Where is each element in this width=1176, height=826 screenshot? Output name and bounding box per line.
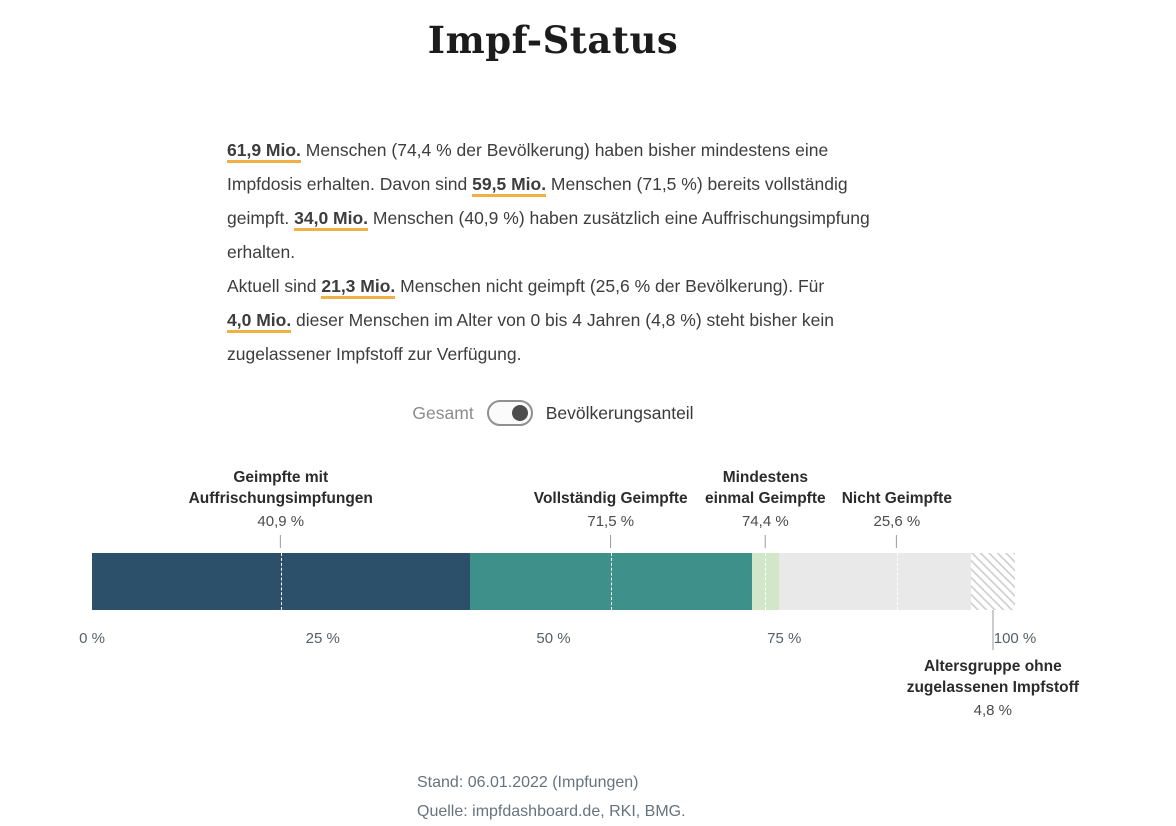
segment-name: Vollständig Geimpfte <box>533 490 688 507</box>
segment-name: Geimpfte mit <box>233 469 329 486</box>
segment-label: Geimpfte mit Auffrischungsimpfungen 40,9 % <box>189 467 373 548</box>
view-toggle-row: Gesamt Bevölkerungsanteil <box>0 400 1106 426</box>
highlighted-number: 61,9 Mio. <box>227 140 301 163</box>
segment-name: einmal Geimpfte <box>705 490 826 507</box>
axis-tick-label: 75 % <box>767 630 802 647</box>
highlighted-number: 4,0 Mio. <box>227 310 292 333</box>
chart-axis: 0 % 25 % 50 % 75 % 100 % <box>79 630 1036 650</box>
highlighted-number: 59,5 Mio. <box>472 174 547 197</box>
segment-tick-line <box>764 535 766 548</box>
toggle-switch[interactable] <box>486 400 533 426</box>
bar-segment[interactable] <box>751 553 779 610</box>
segment-name: Auffrischungsimpfungen <box>188 490 373 507</box>
annotation-label: Altersgruppe ohne zugelassenen Impfstoff 4… <box>907 656 1079 720</box>
segment-label: Nicht Geimpfte 25,6 % <box>842 488 952 548</box>
axis-tick-label: 50 % <box>536 630 571 647</box>
segment-midline <box>896 553 898 610</box>
highlighted-number: 34,0 Mio. <box>294 208 369 231</box>
intro-text-run: Menschen (71,5 %) bereits vollständig ge… <box>227 174 848 228</box>
segment-label: Mindestens einmal Geimpfte 74,4 % <box>705 467 826 548</box>
annotation-name: zugelassenen Impfstoff <box>906 679 1079 696</box>
segment-name: Nicht Geimpfte <box>841 490 952 507</box>
segment-midline <box>765 553 767 610</box>
segment-labels: Geimpfte mit Auffrischungsimpfungen 40,9 %… <box>92 462 1015 548</box>
intro-text-run: Menschen (74,4 % der Bevölkerung) haben … <box>227 140 829 194</box>
segment-tick-line <box>896 535 898 548</box>
footer-quelle: Quelle: impfdashboard.de, RKI, BMG. <box>417 803 686 820</box>
intro-text-run: dieser Menschen im Alter von 0 bis 4 Jah… <box>227 310 834 364</box>
page-title: Impf-Status <box>427 18 679 62</box>
vaccination-status-chart: Geimpfte mit Auffrischungsimpfungen 40,9 %… <box>79 462 1079 728</box>
intro-text-run: Menschen nicht geimpft (25,6 % der Bevöl… <box>395 276 825 296</box>
footer: Stand: 06.01.2022 (Impfungen) Quelle: im… <box>417 768 686 826</box>
segment-value: 40,9 % <box>257 513 305 530</box>
segment-value: 25,6 % <box>873 513 921 530</box>
segment-midline <box>610 553 612 610</box>
annotation-connector-line <box>992 610 994 650</box>
segment-name: Mindestens <box>722 469 808 486</box>
axis-tick-label: 100 % <box>993 630 1037 647</box>
bar-hatched-segment[interactable] <box>970 553 1015 610</box>
highlighted-number: 21,3 Mio. <box>321 276 396 299</box>
segment-label: Vollständig Geimpfte 71,5 % <box>534 488 688 548</box>
intro-text-run: Menschen (40,9 %) haben zusätzlich eine … <box>227 208 870 262</box>
segment-tick-line <box>280 535 282 548</box>
toggle-label-bevoelkerungsanteil[interactable]: Bevölkerungsanteil <box>545 402 694 423</box>
axis-tick-label: 25 % <box>305 630 340 647</box>
intro-text: 61,9 Mio. Menschen (74,4 % der Bevölkeru… <box>227 133 883 371</box>
toggle-knob <box>511 405 528 421</box>
segment-tick-line <box>610 535 612 548</box>
segment-midline <box>280 553 282 610</box>
segment-value: 74,4 % <box>741 513 789 530</box>
segment-value: 71,5 % <box>587 513 635 530</box>
toggle-label-gesamt[interactable]: Gesamt <box>412 402 474 423</box>
intro-paragraph: Aktuell sind 21,3 Mio. Menschen nicht ge… <box>227 269 883 371</box>
content-column: Impf-Status 61,9 Mio. Menschen (74,4 % d… <box>0 18 1106 826</box>
axis-tick-label: 0 % <box>79 630 105 647</box>
annotation-name: Altersgruppe ohne <box>923 658 1062 675</box>
footer-stand: Stand: 06.01.2022 (Impfungen) <box>417 774 639 791</box>
intro-text-run: Aktuell sind <box>227 276 322 296</box>
intro-paragraph: 61,9 Mio. Menschen (74,4 % der Bevölkeru… <box>227 133 883 269</box>
stacked-bar <box>92 553 1015 610</box>
annotation-value: 4,8 % <box>973 702 1013 719</box>
